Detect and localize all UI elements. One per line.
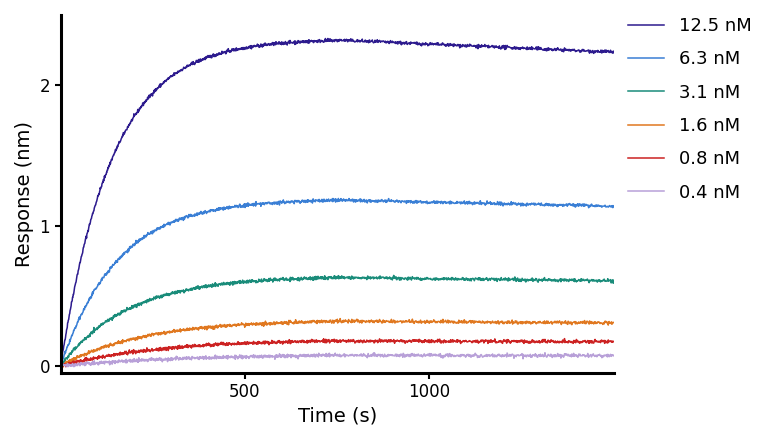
Y-axis label: Response (nm): Response (nm) [15,121,34,267]
Line: 0.8 nM: 0.8 nM [61,339,614,367]
12.5 nM [323,36,332,41]
12.5 nM [609,50,618,55]
0.4 nM [314,354,323,359]
1.6 nM [56,363,65,368]
Line: 12.5 nM: 12.5 nM [61,38,614,366]
6.3 nM [175,215,184,220]
12.5 nM [225,50,234,55]
1.6 nM [601,318,610,324]
1.6 nM [58,364,67,370]
6.3 nM [600,203,609,208]
12.5 nM [314,37,323,43]
1.6 nM [609,320,618,325]
0.4 nM [56,365,65,370]
12.5 nM [489,43,499,49]
3.1 nM [282,277,291,282]
0.4 nM [609,353,618,359]
0.8 nM [283,339,292,344]
0.8 nM [61,364,71,370]
0.4 nM [540,350,549,355]
0.4 nM [175,356,184,362]
Line: 6.3 nM: 6.3 nM [61,198,614,367]
0.4 nM [56,363,65,368]
0.4 nM [601,353,610,358]
3.1 nM [489,276,499,281]
1.6 nM [225,324,235,329]
3.1 nM [314,274,323,279]
0.8 nM [314,339,323,344]
6.3 nM [56,364,65,370]
Legend: 12.5 nM, 6.3 nM, 3.1 nM, 1.6 nM, 0.8 nM, 0.4 nM: 12.5 nM, 6.3 nM, 3.1 nM, 1.6 nM, 0.8 nM,… [628,17,752,202]
3.1 nM [175,289,184,294]
0.8 nM [609,339,618,344]
6.3 nM [609,203,618,209]
0.8 nM [489,338,499,343]
0.4 nM [283,351,292,357]
0.8 nM [225,341,235,347]
3.1 nM [56,363,65,369]
Line: 3.1 nM: 3.1 nM [61,276,614,366]
0.8 nM [175,346,184,351]
Line: 1.6 nM: 1.6 nM [61,318,614,367]
3.1 nM [225,283,234,288]
6.3 nM [314,198,323,204]
Line: 0.4 nM: 0.4 nM [61,353,614,367]
1.6 nM [335,316,344,321]
3.1 nM [609,278,618,283]
0.8 nM [560,336,569,341]
X-axis label: Time (s): Time (s) [298,407,377,426]
6.3 nM [225,206,234,211]
1.6 nM [490,320,499,325]
12.5 nM [56,363,65,368]
0.4 nM [489,354,499,359]
1.6 nM [283,320,292,325]
6.3 nM [282,199,291,205]
12.5 nM [175,69,184,74]
0.8 nM [56,363,65,369]
12.5 nM [282,42,291,48]
3.1 nM [600,278,609,284]
0.4 nM [225,355,235,360]
0.8 nM [601,340,610,345]
3.1 nM [389,273,398,278]
6.3 nM [489,200,499,206]
6.3 nM [334,196,343,201]
1.6 nM [314,318,323,324]
1.6 nM [175,329,184,334]
12.5 nM [600,48,609,53]
